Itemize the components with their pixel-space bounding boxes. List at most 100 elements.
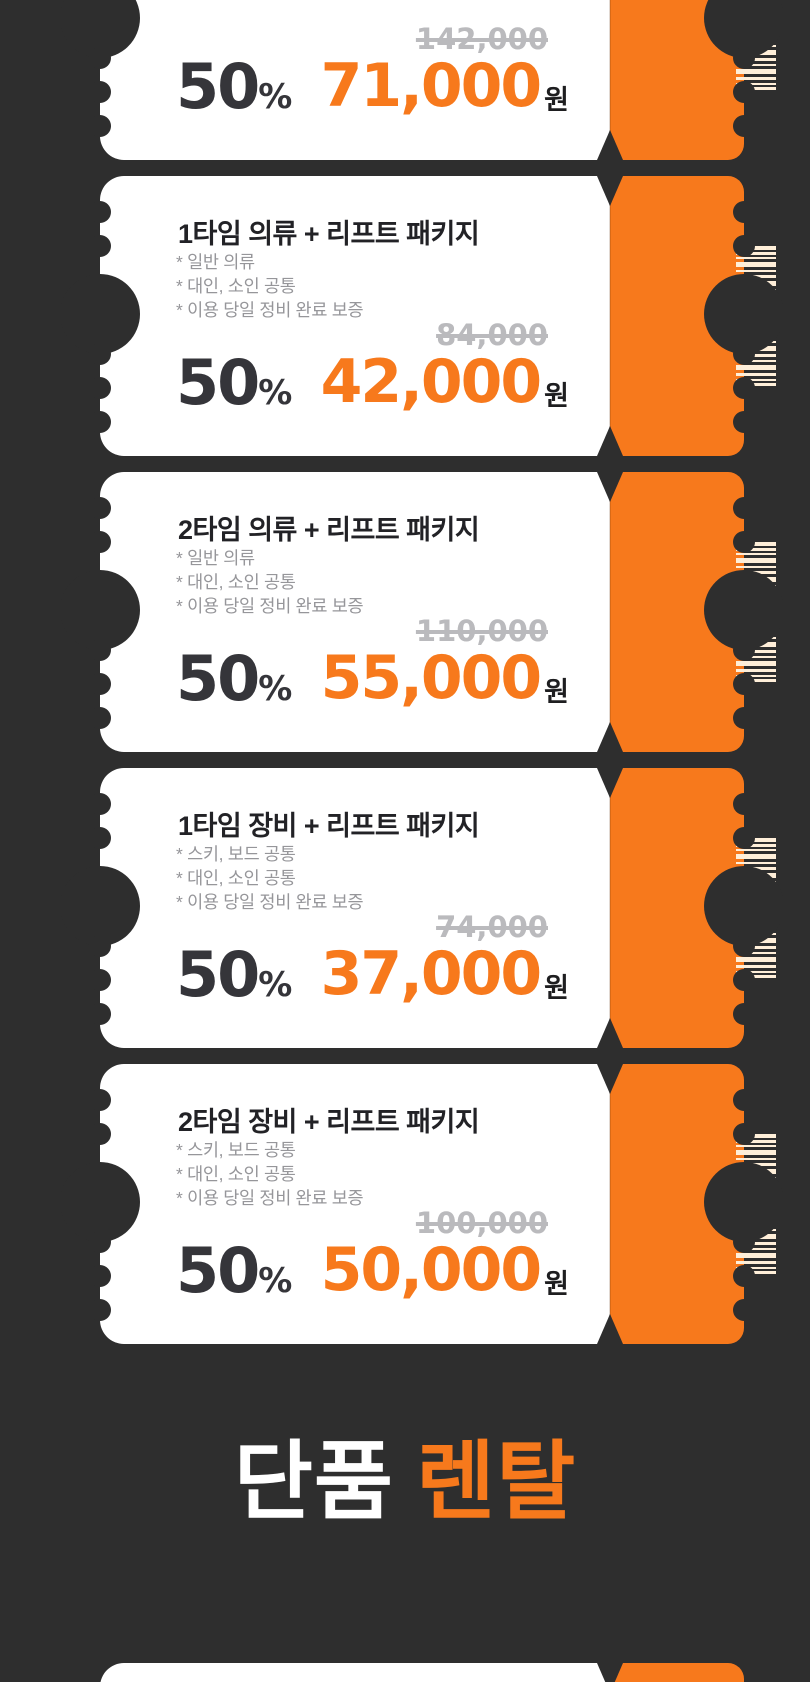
perforation-notch-bottom [597, 426, 623, 456]
ticket-body [100, 768, 610, 1048]
discount-rate: 50% [176, 56, 292, 118]
edge-notch [733, 201, 755, 223]
edge-notch [733, 935, 755, 957]
discount-value: 50 [176, 50, 260, 123]
edge-notch [733, 497, 755, 519]
original-price: 142,000 [415, 22, 548, 56]
edge-notch [733, 531, 755, 553]
edge-notch [733, 377, 755, 399]
currency-suffix: 원 [544, 85, 569, 115]
perforation-notch-bottom [597, 722, 623, 752]
package-detail-line: * 대인, 소인 공통 [176, 276, 296, 296]
ticket-6-partial-bottom[interactable] [100, 1663, 744, 1682]
edge-notch [89, 1123, 111, 1145]
edge-notch [89, 935, 111, 957]
edge-notch [89, 707, 111, 729]
currency-suffix: 원 [544, 381, 569, 411]
edge-notch [89, 969, 111, 991]
edge-notch [733, 1089, 755, 1111]
perforation-line [609, 472, 611, 752]
edge-notch [733, 81, 755, 103]
currency-suffix: 원 [544, 973, 569, 1003]
ticket-1time-equipment-lift[interactable]: 1타임 장비 + 리프트 패키지 * 스키, 보드 공통 * 대인, 소인 공통… [60, 768, 784, 1048]
package-title: 2타임 의류 + 리프트 패키지 [178, 515, 480, 545]
perforation-notch-top [597, 768, 623, 798]
edge-notch [733, 1299, 755, 1321]
ticket-1time-clothing-lift[interactable]: 1타임 의류 + 리프트 패키지 * 일반 의류 * 대인, 소인 공통 * 이… [60, 176, 784, 456]
package-detail-line: * 스키, 보드 공통 [176, 844, 296, 864]
edge-notch [733, 115, 755, 137]
package-detail-line: * 대인, 소인 공통 [176, 1164, 296, 1184]
ticket-body [100, 1663, 610, 1682]
package-details: * 스키, 보드 공통 * 대인, 소인 공통 * 이용 당일 정비 완료 보증 [176, 1138, 364, 1210]
edge-notch [89, 47, 111, 69]
edge-notch [733, 673, 755, 695]
sale-price: 42,000 원 [320, 347, 569, 417]
discount-value: 50 [176, 938, 260, 1011]
ticket-body [100, 1064, 610, 1344]
currency-suffix: 원 [544, 677, 569, 707]
edge-notch [89, 497, 111, 519]
sale-price: 50,000 원 [321, 1240, 569, 1300]
perforation-line [609, 0, 611, 160]
original-price: 84,000 [436, 318, 548, 352]
edge-notch [89, 81, 111, 103]
ticket-2time-clothing-lift[interactable]: 2타임 의류 + 리프트 패키지 * 일반 의류 * 대인, 소인 공통 * 이… [60, 472, 784, 752]
edge-notch [733, 793, 755, 815]
discount-rate: 50% [176, 1240, 292, 1302]
heading-word-white: 단품 [233, 1434, 394, 1530]
edge-notch-large [704, 570, 784, 650]
heading-word-orange: 렌탈 [416, 1434, 577, 1530]
sale-price: 37,000 원 [321, 944, 569, 1004]
edge-notch-large [60, 1162, 140, 1242]
perforation-notch-top [597, 1064, 623, 1094]
package-detail-line: * 대인, 소인 공통 [176, 572, 296, 592]
edge-notch [89, 377, 111, 399]
perforation-notch-top [597, 1663, 623, 1682]
edge-notch [733, 827, 755, 849]
discount-value: 50 [176, 1234, 260, 1307]
edge-notch [733, 235, 755, 257]
package-detail-line: * 일반 의류 [176, 252, 255, 272]
package-detail-line: * 이용 당일 정비 완료 보증 [176, 1188, 364, 1208]
edge-notch [89, 531, 111, 553]
perforation-notch-bottom [597, 1018, 623, 1048]
percent-sign: % [258, 965, 293, 1005]
discount-rate: 50% [176, 648, 292, 710]
package-title: 2타임 장비 + 리프트 패키지 [178, 1107, 480, 1137]
edge-notch [733, 969, 755, 991]
edge-notch [89, 793, 111, 815]
currency-suffix: 원 [544, 1269, 569, 1299]
ticket-body [100, 176, 610, 456]
ticket-2time-equipment-lift[interactable]: 2타임 장비 + 리프트 패키지 * 스키, 보드 공통 * 대인, 소인 공통… [60, 1064, 784, 1344]
edge-notch [89, 1231, 111, 1253]
edge-notch [89, 1299, 111, 1321]
sale-price-value: 42,000 [320, 347, 543, 417]
edge-notch [733, 1003, 755, 1025]
discount-value: 50 [176, 642, 260, 715]
edge-notch [89, 115, 111, 137]
sale-price: 71,000 원 [321, 56, 569, 116]
sale-price-value: 55,000 [320, 643, 543, 713]
perforation-notch-bottom [597, 130, 623, 160]
package-detail-line: * 스키, 보드 공통 [176, 1140, 296, 1160]
edge-notch [733, 47, 755, 69]
edge-notch [89, 673, 111, 695]
edge-notch [89, 201, 111, 223]
edge-notch [733, 343, 755, 365]
ticket-body [100, 0, 610, 160]
edge-notch-large [704, 866, 784, 946]
package-detail-line: * 일반 의류 [176, 548, 255, 568]
edge-notch [89, 1089, 111, 1111]
package-title: 1타임 장비 + 리프트 패키지 [178, 811, 480, 841]
section-heading: 단품 렌탈 [0, 1432, 810, 1532]
package-detail-line: * 이용 당일 정비 완료 보증 [176, 596, 364, 616]
ticket-stub [610, 1663, 744, 1682]
original-price: 74,000 [436, 910, 548, 944]
package-details: * 일반 의류 * 대인, 소인 공통 * 이용 당일 정비 완료 보증 [176, 546, 364, 618]
package-detail-line: * 이용 당일 정비 완료 보증 [176, 892, 364, 912]
edge-notch-large [60, 570, 140, 650]
edge-notch [733, 639, 755, 661]
perforation-notch-bottom [597, 1314, 623, 1344]
